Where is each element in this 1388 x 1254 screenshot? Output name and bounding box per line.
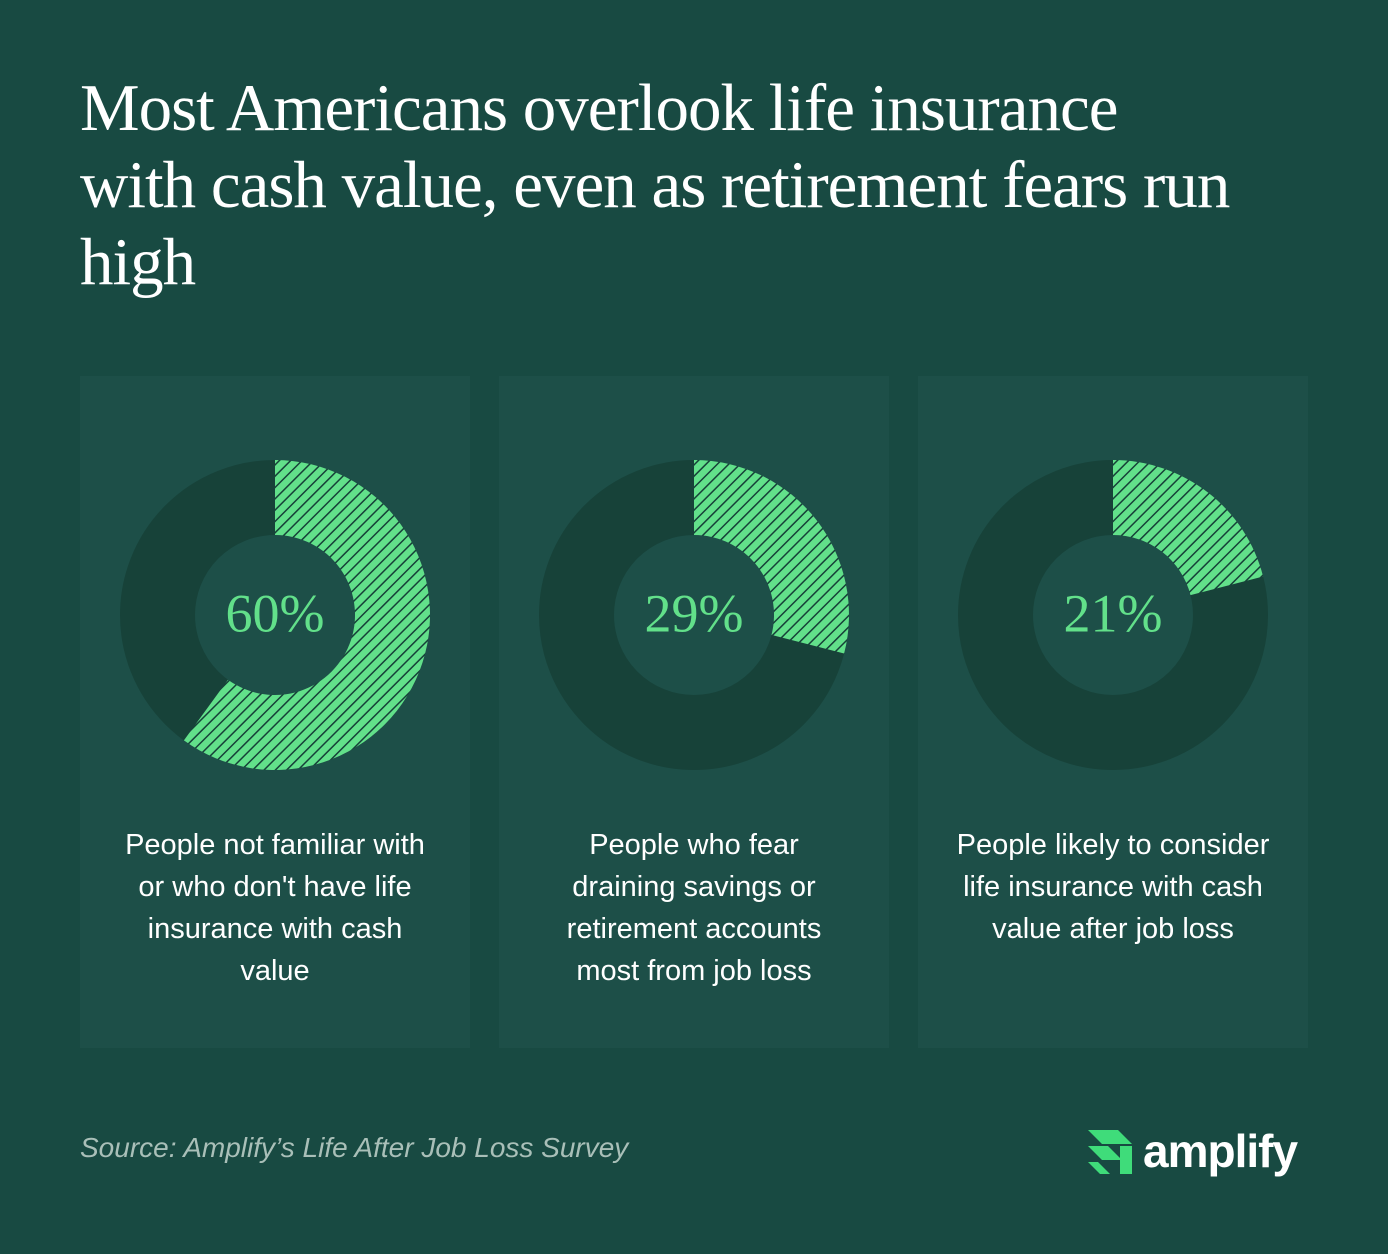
logo-icon: [1088, 1130, 1132, 1174]
donut-segment: [183, 460, 430, 770]
caption: People who fear draining savings or reti…: [566, 829, 822, 987]
donut-segment: [1113, 460, 1264, 596]
source: Source: Amplify’s Life After Job Loss Su…: [80, 1132, 629, 1163]
caption: People likely to consider life insurance…: [956, 829, 1270, 945]
donut-chart: 29%: [539, 460, 849, 770]
panel: 21% People likely to consider life insura…: [918, 376, 1308, 1048]
caption: People not familiar with or who don't ha…: [125, 829, 425, 987]
panel: 60% People not familiar with or who don't…: [80, 376, 470, 1048]
donut-chart: 60%: [120, 460, 430, 770]
title: Most Americans overlook life insurance w…: [80, 71, 1230, 299]
donut-segment: [694, 460, 849, 654]
value-label: 29%: [645, 583, 744, 643]
value-label: 21%: [1064, 583, 1163, 643]
panel: 29% People who fear draining savings or r…: [499, 376, 889, 1048]
value-label: 60%: [226, 583, 325, 643]
brand: amplify: [1143, 1125, 1298, 1177]
donut-chart: 21%: [958, 460, 1268, 770]
